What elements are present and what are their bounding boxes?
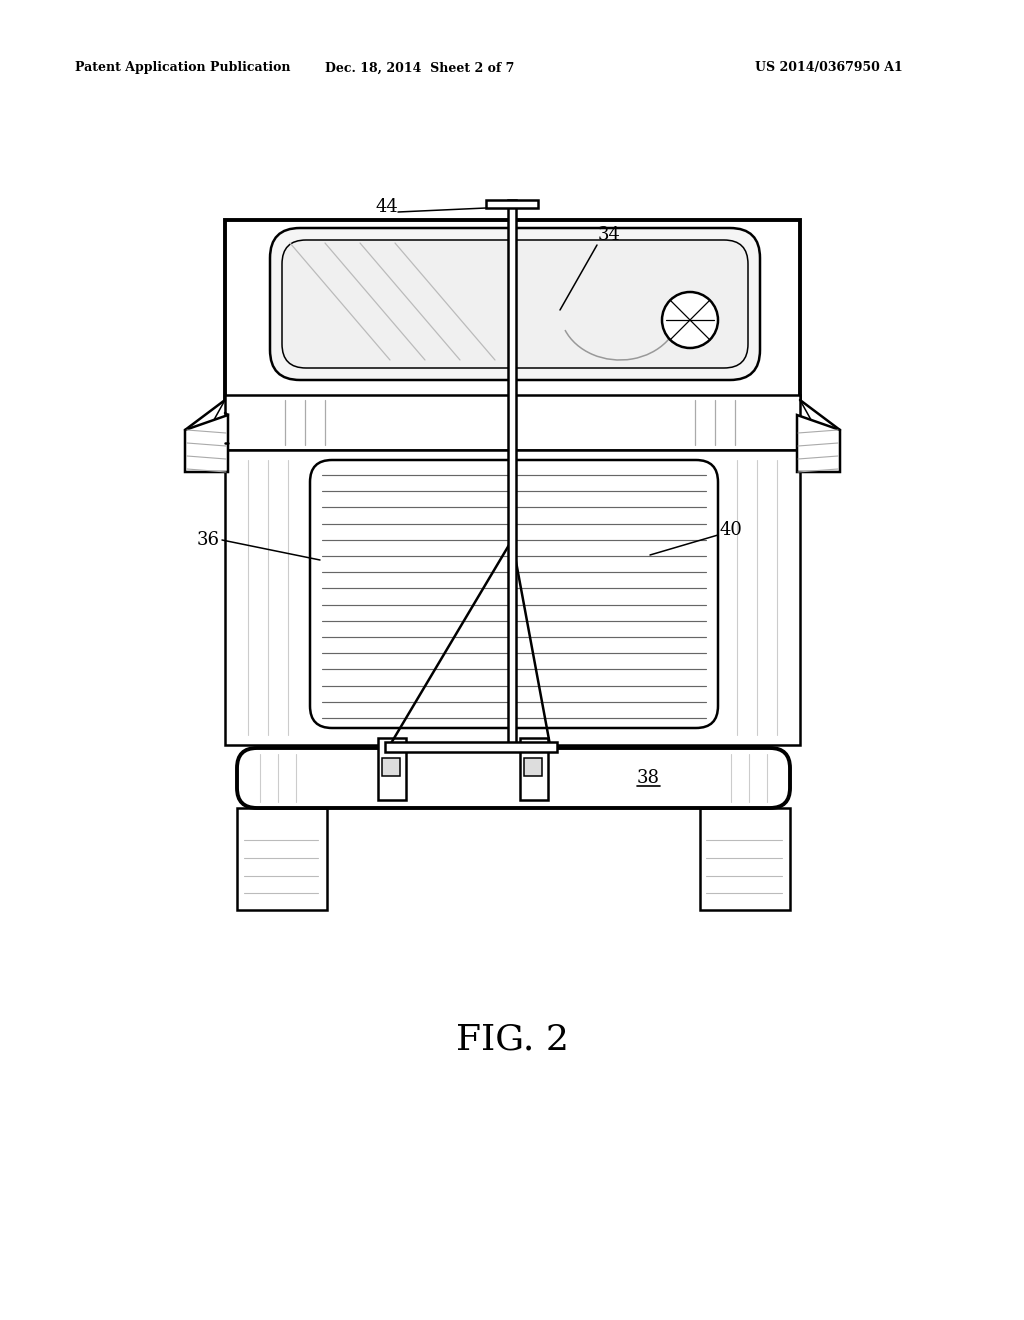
Text: Patent Application Publication: Patent Application Publication [75,62,291,74]
Bar [385,742,557,752]
Bar [524,758,542,776]
FancyBboxPatch shape [270,228,760,380]
Text: 44: 44 [375,198,397,216]
FancyBboxPatch shape [310,459,718,729]
Bar [378,738,406,800]
Bar [225,395,800,450]
Text: 36: 36 [197,531,220,549]
Bar [237,808,327,909]
Bar [486,201,538,209]
Text: US 2014/0367950 A1: US 2014/0367950 A1 [755,62,903,74]
Bar [508,201,516,750]
Polygon shape [797,414,840,473]
Circle shape [662,292,718,348]
Bar [700,808,790,909]
Bar [225,450,800,744]
Text: FIG. 2: FIG. 2 [456,1023,568,1057]
Bar [225,220,800,400]
Bar [520,738,548,800]
Bar [382,758,400,776]
FancyBboxPatch shape [237,748,790,808]
Text: 40: 40 [720,521,742,539]
Text: 34: 34 [598,226,621,244]
Text: 38: 38 [637,770,660,787]
Text: Dec. 18, 2014  Sheet 2 of 7: Dec. 18, 2014 Sheet 2 of 7 [326,62,515,74]
FancyBboxPatch shape [282,240,748,368]
Polygon shape [185,414,228,473]
